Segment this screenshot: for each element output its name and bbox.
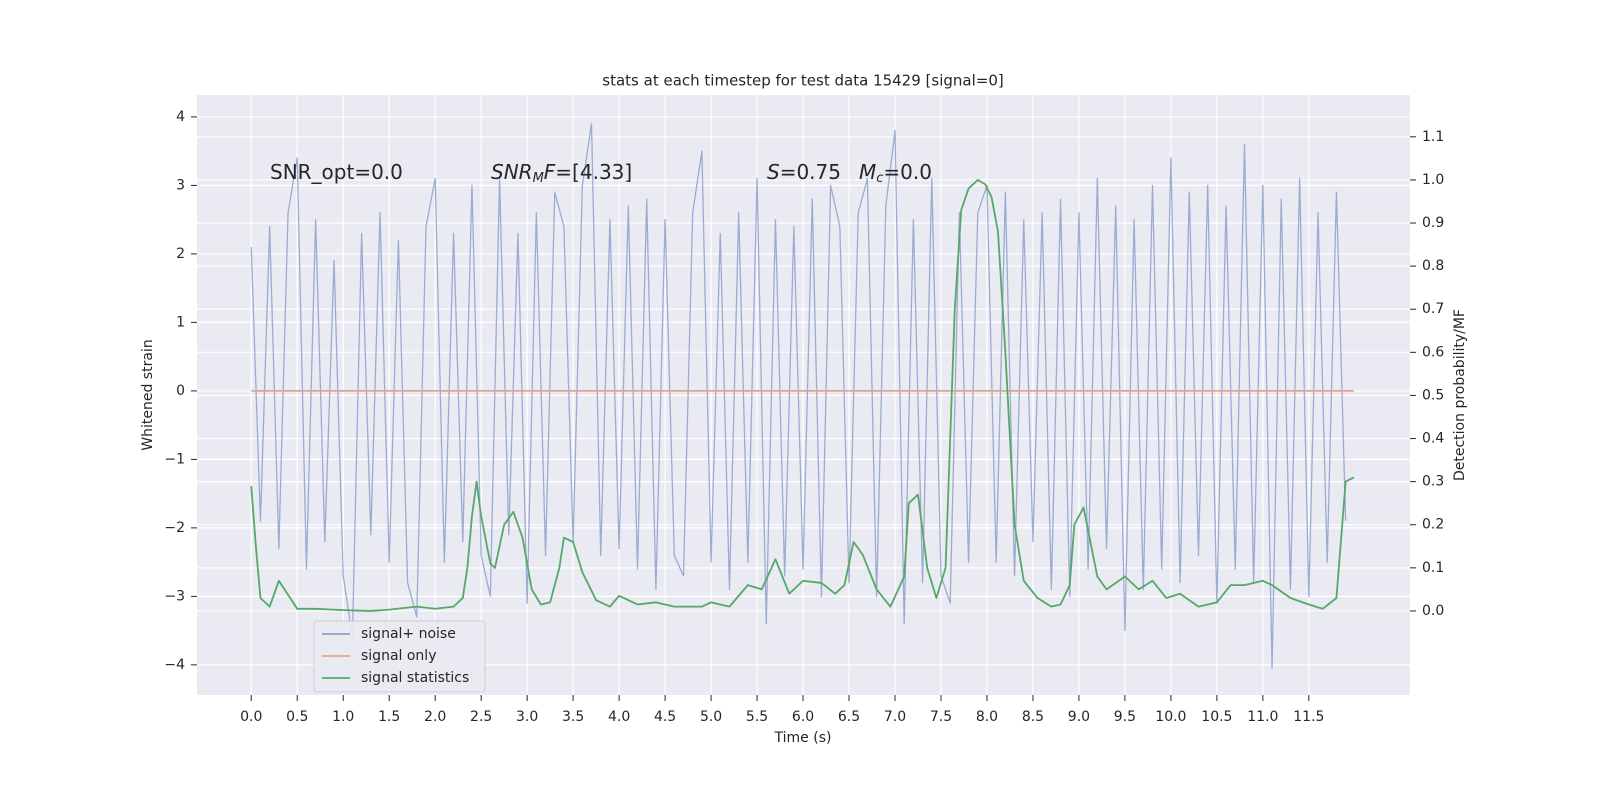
y-tick-label: 0 <box>176 383 185 399</box>
annotation-part: =[4.33] <box>555 160 632 184</box>
x-tick-label: 2.0 <box>424 709 446 725</box>
x-tick-label: 6.5 <box>838 709 860 725</box>
annotation-part: c <box>876 171 883 186</box>
y2-tick-label: 1.1 <box>1422 129 1444 145</box>
annotation-part: M <box>533 171 544 186</box>
annotation: SNRMF=[4.33] <box>491 160 632 186</box>
x-axis-label: Time (s) <box>774 730 832 746</box>
x-tick-label: 7.5 <box>930 709 952 725</box>
x-tick-label: 3.5 <box>562 709 584 725</box>
y2-tick-label: 0.9 <box>1422 215 1444 231</box>
y-axis-label: Whitened strain <box>140 339 156 450</box>
x-tick-label: 0.0 <box>240 709 262 725</box>
y2-tick-label: 0.2 <box>1422 517 1444 533</box>
y2-tick-label: 1.0 <box>1422 172 1444 188</box>
annotation-part: =0.75 <box>780 160 841 184</box>
y-tick-label: −4 <box>164 657 185 673</box>
x-tick-label: 11.0 <box>1247 709 1278 725</box>
legend-label: signal only <box>361 648 436 664</box>
x-tick-label: 11.5 <box>1293 709 1324 725</box>
y2-tick-label: 0.7 <box>1422 301 1444 317</box>
x-tick-label: 4.0 <box>608 709 630 725</box>
y-tick-label: 4 <box>176 109 185 125</box>
annotation-part: F <box>544 160 556 184</box>
x-tick-label: 10.5 <box>1201 709 1232 725</box>
annotation: SNR_opt=0.0 <box>270 160 403 184</box>
x-tick-label: 5.5 <box>746 709 768 725</box>
legend-box <box>313 620 486 693</box>
annotation-part: =0.0 <box>883 160 932 184</box>
x-tick-label: 9.5 <box>1114 709 1136 725</box>
annotation-part: M <box>859 160 876 184</box>
annotation-part: SNR_opt=0.0 <box>270 160 403 184</box>
y-tick-label: 1 <box>176 314 185 330</box>
legend-label: signal+ noise <box>361 626 456 642</box>
y-tick-label: −3 <box>164 588 185 604</box>
x-tick-label: 8.5 <box>1022 709 1044 725</box>
y2-tick-label: 0.5 <box>1422 387 1444 403</box>
series-line <box>250 179 1355 612</box>
x-tick-label: 4.5 <box>654 709 676 725</box>
annotation: S=0.75 <box>767 160 841 184</box>
x-tick-label: 9.0 <box>1068 709 1090 725</box>
y2-tick-label: 0.4 <box>1422 431 1444 447</box>
annotation: Mc=0.0 <box>859 160 932 186</box>
y-tick-label: −1 <box>164 451 185 467</box>
grid <box>197 95 1410 695</box>
y2-tick-label: 0.3 <box>1422 474 1444 490</box>
x-tick-label: 1.0 <box>332 709 354 725</box>
annotation-part: S <box>767 160 780 184</box>
y2-tick-label: 0.8 <box>1422 258 1444 274</box>
x-tick-label: 7.0 <box>884 709 906 725</box>
x-tick-label: 3.0 <box>516 709 538 725</box>
y2-tick-label: 0.1 <box>1422 560 1444 576</box>
y2-axis-label: Detection probability/MF <box>1452 309 1468 481</box>
y-tick-label: 3 <box>176 177 185 193</box>
x-tick-label: 5.0 <box>700 709 722 725</box>
y2-tick-label: 0.6 <box>1422 344 1444 360</box>
y2-tick-label: 0.0 <box>1422 603 1444 619</box>
x-tick-label: 6.0 <box>792 709 814 725</box>
x-tick-label: 2.5 <box>470 709 492 725</box>
chart-title: stats at each timestep for test data 154… <box>602 72 1003 90</box>
annotation-part: SNR <box>491 160 533 184</box>
y-tick-label: −2 <box>164 520 185 536</box>
y-tick-label: 2 <box>176 246 185 262</box>
legend-label: signal statistics <box>361 670 469 686</box>
series-line <box>250 123 1347 669</box>
x-tick-label: 8.0 <box>976 709 998 725</box>
x-tick-label: 0.5 <box>286 709 308 725</box>
x-tick-label: 10.0 <box>1155 709 1186 725</box>
x-tick-label: 1.5 <box>378 709 400 725</box>
